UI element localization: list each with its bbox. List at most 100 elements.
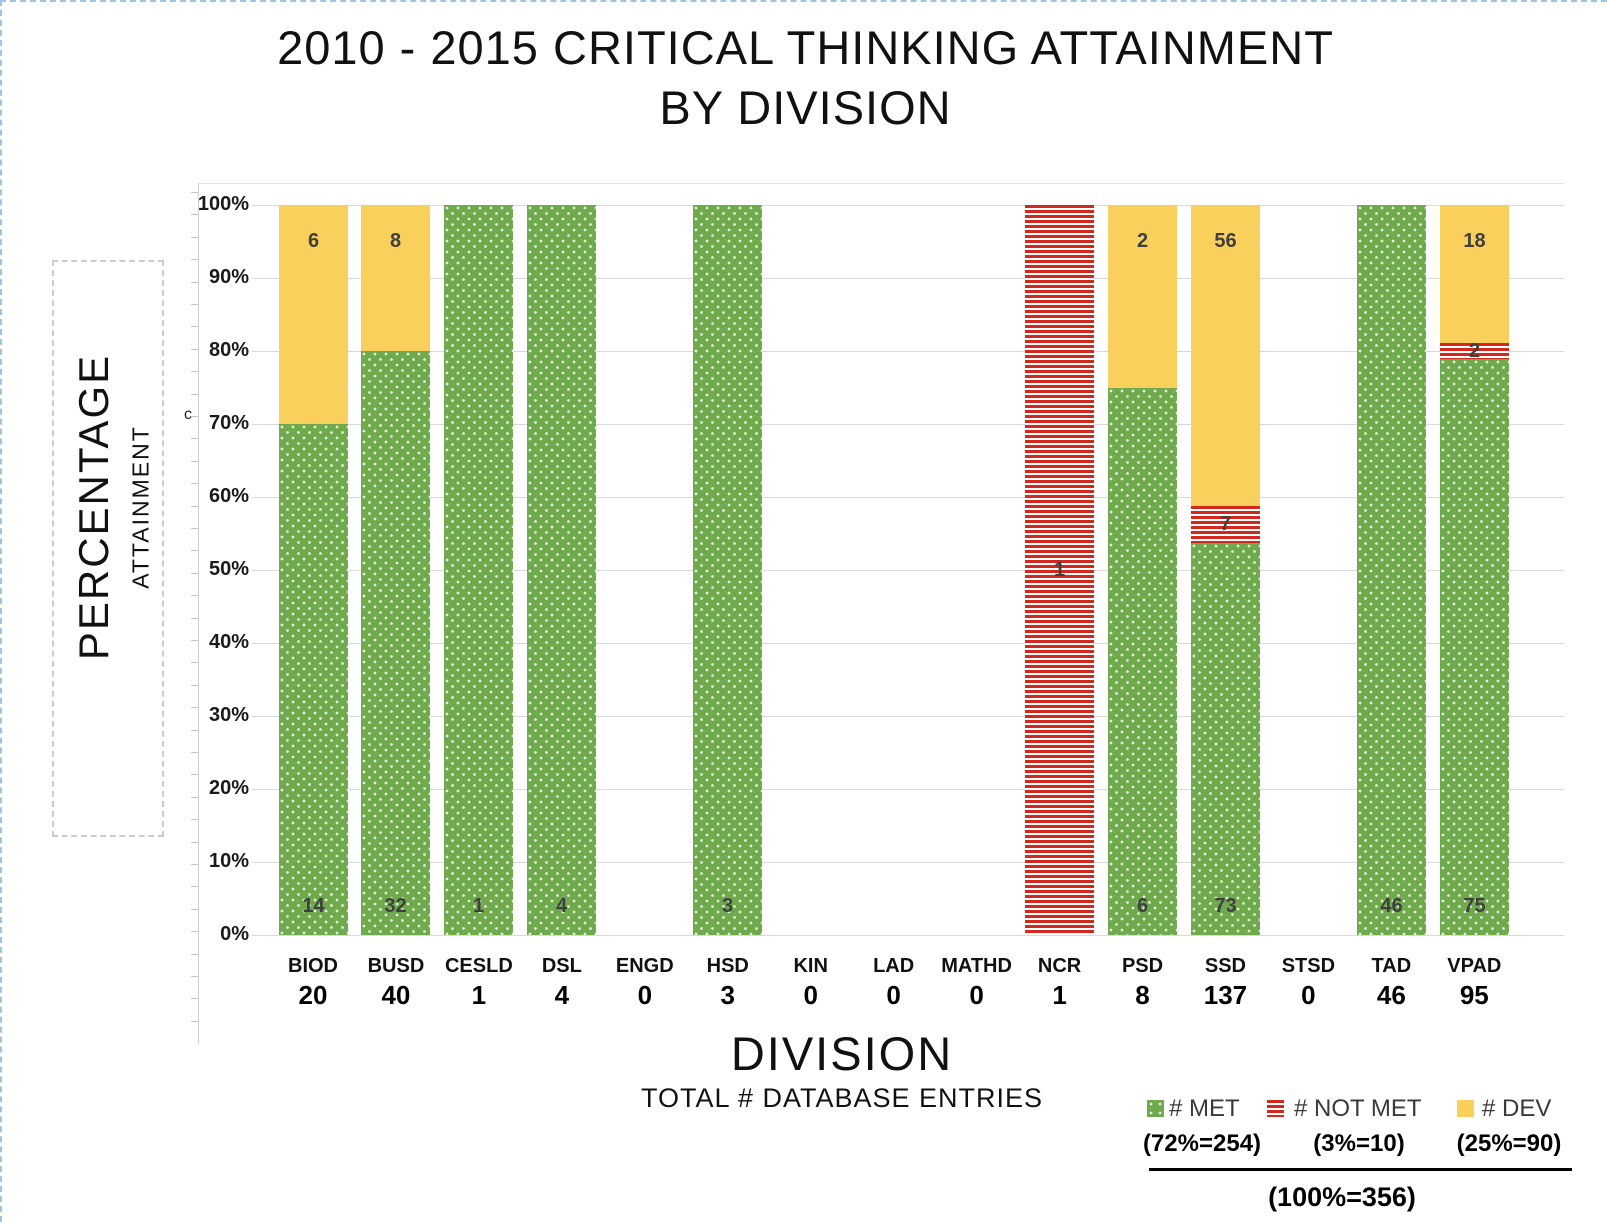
category-label: NCR xyxy=(1037,955,1082,977)
y-axis-minor-tick xyxy=(191,662,198,663)
y-axis-minor-tick xyxy=(191,259,198,260)
gridline xyxy=(252,789,1564,790)
y-axis-minor-tick xyxy=(191,752,198,753)
plot-area-top-border xyxy=(198,183,1564,184)
y-axis-minor-tick xyxy=(191,304,198,305)
bar-segment-not-met xyxy=(1025,205,1094,935)
category-total: 0 xyxy=(969,980,984,1010)
bar-segment-dev xyxy=(1191,205,1260,506)
bar-segment-met xyxy=(361,351,430,935)
bar-value-dev: 6 xyxy=(307,230,320,252)
y-axis-minor-tick xyxy=(191,416,198,417)
legend-sublabel: (72%=254) xyxy=(1142,1130,1262,1157)
bar-segment-dev xyxy=(361,205,430,351)
category-total: 20 xyxy=(298,980,328,1010)
category-label: SSD xyxy=(1204,955,1246,977)
category-label: ENGD xyxy=(615,955,674,977)
x-axis-title-main: DIVISION xyxy=(730,1027,954,1080)
y-tick-label: 60% xyxy=(208,485,249,507)
bar-value-not-met: 7 xyxy=(1219,513,1232,535)
y-axis-minor-tick xyxy=(191,282,198,283)
y-axis-minor-tick xyxy=(191,886,198,887)
bar-segment-not-met xyxy=(1191,505,1260,544)
category-label: VPAD xyxy=(1447,955,1502,977)
y-tick-label: 10% xyxy=(208,850,249,872)
bar-value-dev: 2 xyxy=(1136,230,1149,252)
y-tick-label: 80% xyxy=(208,339,249,361)
category-total: 0 xyxy=(1301,980,1316,1010)
y-axis-minor-tick xyxy=(191,595,198,596)
bar-segment-met xyxy=(1440,358,1509,935)
y-tick-label: 70% xyxy=(208,412,249,434)
y-axis-minor-tick xyxy=(191,685,198,686)
bar-segment-met xyxy=(1357,205,1426,935)
bar-value-not-met: 1 xyxy=(1053,559,1066,581)
gridline xyxy=(252,570,1564,571)
gridline xyxy=(252,862,1564,863)
chart-title-line2: BY DIVISION xyxy=(659,81,952,134)
y-tick-label: 100% xyxy=(197,193,249,215)
legend-swatch-dev xyxy=(1457,1100,1474,1117)
bar-segment-dev xyxy=(279,205,348,424)
category-label: KIN xyxy=(793,955,828,977)
bar-segment-dev xyxy=(1108,205,1177,388)
category-label: BUSD xyxy=(367,955,425,977)
gridline xyxy=(252,716,1564,717)
y-axis-label-box xyxy=(52,260,164,837)
category-label: STSD xyxy=(1281,955,1336,977)
y-axis-minor-tick xyxy=(191,998,198,999)
bar-segment-met xyxy=(444,205,513,935)
category-total: 0 xyxy=(886,980,901,1010)
bar-value-met: 32 xyxy=(384,895,407,917)
y-tick-label: 20% xyxy=(208,777,249,799)
bar-value-dev: 18 xyxy=(1463,230,1486,252)
bar-segment-met xyxy=(527,205,596,935)
bar-value-met: 4 xyxy=(555,895,568,917)
gridline xyxy=(252,205,1564,206)
y-axis-minor-tick xyxy=(191,1021,198,1022)
bar-value-met: 1 xyxy=(472,895,485,917)
legend-label: # MET xyxy=(1169,1095,1240,1122)
gridline xyxy=(252,643,1564,644)
category-label: PSD xyxy=(1121,955,1164,977)
legend-sublabel: (3%=10) xyxy=(1313,1130,1405,1157)
y-axis-minor-tick xyxy=(191,797,198,798)
y-axis-minor-tick xyxy=(191,819,198,820)
y-axis-line xyxy=(198,183,199,1044)
y-axis-minor-tick xyxy=(191,461,198,462)
y-axis-minor-tick xyxy=(191,528,198,529)
y-tick-label: 40% xyxy=(208,631,249,653)
bar-value-met: 75 xyxy=(1463,895,1486,917)
y-axis-minor-tick xyxy=(191,326,198,327)
y-axis-minor-tick xyxy=(191,349,198,350)
category-label: LAD xyxy=(873,955,915,977)
legend-divider-line xyxy=(1149,1168,1572,1171)
bar-segment-met xyxy=(1191,543,1260,935)
category-label: HSD xyxy=(706,955,749,977)
y-axis-minor-tick xyxy=(191,774,198,775)
y-axis-sublabel: ATTAINMENT xyxy=(127,425,154,589)
category-label: MATHD xyxy=(941,955,1012,977)
y-axis-label: PERCENTAGE xyxy=(70,353,117,661)
y-axis-minor-tick xyxy=(191,483,198,484)
legend-sublabel: (25%=90) xyxy=(1456,1130,1562,1157)
y-tick-label: 50% xyxy=(208,558,249,580)
bar-segment-met xyxy=(279,424,348,935)
bar-value-dev: 8 xyxy=(389,230,402,252)
y-axis-minor-tick xyxy=(191,214,198,215)
category-total: 1 xyxy=(471,980,487,1010)
gridline xyxy=(252,424,1564,425)
y-axis-minor-tick xyxy=(191,371,198,372)
y-axis-minor-tick xyxy=(191,931,198,932)
y-tick-label: 0% xyxy=(220,923,249,945)
y-axis-minor-tick xyxy=(191,573,198,574)
y-axis-minor-tick xyxy=(191,640,198,641)
bar-value-met: 3 xyxy=(721,895,734,917)
legend-total: (100%=356) xyxy=(1268,1182,1416,1212)
y-axis-minor-tick xyxy=(191,618,198,619)
y-axis-minor-tick xyxy=(191,394,198,395)
category-total: 0 xyxy=(637,980,653,1010)
y-axis-minor-tick xyxy=(191,550,198,551)
stray-character: c xyxy=(184,406,192,423)
category-total: 8 xyxy=(1135,980,1150,1010)
